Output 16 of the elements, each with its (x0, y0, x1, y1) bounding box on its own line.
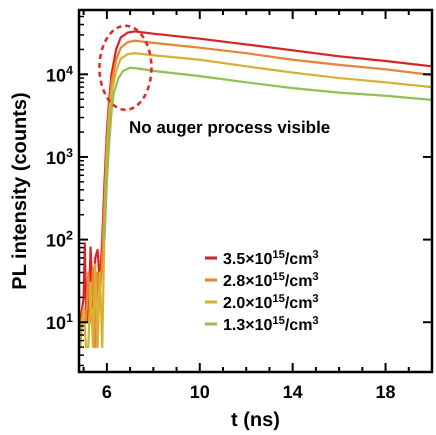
x-tick-label: 10 (190, 382, 210, 402)
legend-label: 3.5×10$^{15}$/cm$^{3}$ (223, 249, 319, 268)
line-series (103, 66, 432, 241)
legend-label: 1.3×10$^{15}$/cm$^{3}$ (223, 315, 319, 334)
legend-label: 2.0×10$^{15}$/cm$^{3}$ (223, 293, 319, 312)
y-tick-label: 10$^{3}$ (46, 146, 73, 168)
y-tick-label: 10$^{1}$ (46, 311, 73, 334)
y-axis-title: PL intensity (counts) (9, 92, 31, 290)
x-tick-label: 6 (102, 382, 112, 402)
y-tick-label: 10$^{4}$ (46, 63, 73, 86)
y-tick-label: 10$^{2}$ (46, 228, 73, 251)
x-tick-label: 14 (282, 382, 303, 402)
x-axis-title: t (ns) (231, 409, 280, 431)
annotation: No auger process visible (129, 118, 330, 137)
legend-label: 2.8×10$^{15}$/cm$^{3}$ (223, 271, 319, 290)
x-tick-label: 18 (376, 382, 396, 402)
